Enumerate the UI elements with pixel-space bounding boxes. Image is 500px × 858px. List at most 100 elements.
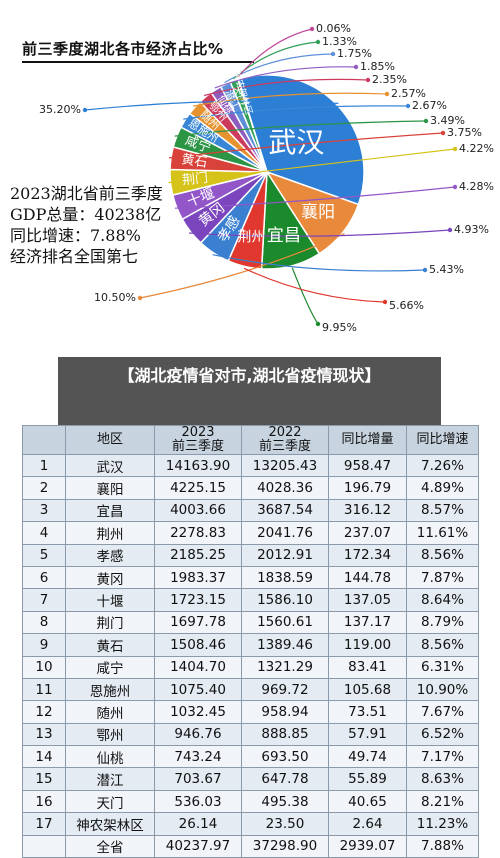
leader-dot-7 (452, 184, 458, 190)
pct-label-1: 35.20% (39, 103, 81, 116)
cell-yoy-increase: 57.91 (328, 722, 407, 747)
cell-2022: 1560.61 (241, 610, 329, 635)
cell-2023: 4225.15 (154, 476, 242, 500)
leader-line-16 (233, 41, 319, 80)
cell-2023: 14163.90 (154, 453, 242, 478)
cell-yoy-growth: 10.90% (406, 677, 479, 702)
cell-index: 16 (22, 789, 66, 814)
header-2022: 2022 前三季度 (241, 425, 329, 455)
cell-2022: 958.94 (241, 700, 329, 724)
slice-label-4: 荆州 (237, 230, 265, 246)
pct-label-4: 5.66% (389, 299, 424, 312)
leader-line-4 (243, 267, 386, 303)
cell-2022: 37298.90 (241, 834, 329, 858)
cell-2022: 4028.36 (241, 476, 329, 500)
cell-region: 荆州 (65, 521, 155, 545)
cell-index: 6 (22, 565, 66, 590)
pct-label-8: 4.22% (459, 142, 494, 155)
table-row: 10 咸宁 1404.70 1321.29 83.41 6.31% (22, 655, 479, 679)
cell-2022: 647.78 (241, 767, 329, 791)
leader-dot-10 (423, 118, 429, 124)
cell-region: 黄石 (65, 633, 155, 657)
pct-label-2: 10.50% (94, 291, 136, 304)
header-2023-period: 前三季度 (171, 439, 224, 454)
cell-yoy-growth: 6.31% (406, 655, 479, 679)
leader-dot-5 (422, 267, 428, 273)
cell-yoy-growth: 7.26% (406, 453, 479, 478)
info-line-4: 经济排名全国第七 (10, 247, 139, 266)
cell-index: 17 (22, 812, 66, 836)
cell-index: 12 (22, 700, 66, 724)
header-2023: 2023 前三季度 (154, 425, 242, 455)
cell-2023: 1404.70 (154, 655, 242, 679)
table-row: 9 黄石 1508.46 1389.46 119.00 8.56% (22, 633, 479, 657)
cell-yoy-increase: 55.89 (328, 767, 407, 791)
cell-region: 十堰 (65, 588, 155, 612)
cell-region: 全省 (65, 834, 155, 858)
table-row: 16 天门 536.03 495.38 40.65 8.21% (22, 789, 479, 814)
header-2022-period: 前三季度 (258, 439, 311, 454)
cell-2023: 2185.25 (154, 543, 242, 567)
table-row: 11 恩施州 1075.40 969.72 105.68 10.90% (22, 677, 479, 702)
cell-yoy-increase: 196.79 (328, 476, 407, 500)
cell-index: 2 (22, 476, 66, 500)
leader-line-11 (183, 105, 409, 120)
leader-line-17 (237, 28, 313, 78)
cell-2022: 23.50 (241, 812, 329, 836)
leader-dot-14 (353, 64, 359, 70)
cell-2023: 703.67 (154, 767, 242, 791)
cell-2022: 888.85 (241, 722, 329, 747)
leader-dot-4 (382, 299, 388, 305)
pie-slice-1 (237, 74, 365, 206)
leader-line-6 (188, 229, 451, 237)
cell-yoy-growth: 8.56% (406, 633, 479, 657)
cell-region: 黄冈 (65, 565, 155, 590)
gdp-table: 地区 2023 前三季度 2022 前三季度 同比增量 同比增速 1 武汉 1416… (22, 425, 479, 858)
info-line-3: 同比增速：7.88% (10, 226, 141, 245)
leader-line-13 (204, 78, 369, 97)
cell-yoy-growth: 8.56% (406, 543, 479, 567)
cell-yoy-growth: 8.21% (406, 789, 479, 814)
leader-dot-2 (137, 295, 143, 301)
cell-yoy-increase: 172.34 (328, 543, 407, 567)
cell-region: 荆门 (65, 610, 155, 635)
cell-yoy-growth: 8.57% (406, 498, 479, 523)
leader-dot-16 (315, 39, 321, 45)
cell-yoy-increase: 119.00 (328, 633, 407, 657)
pct-label-17: 0.06% (316, 22, 351, 35)
cell-region: 咸宁 (65, 655, 155, 679)
info-line-2: GDP总量：40238亿 (10, 205, 162, 224)
cell-2022: 2012.91 (241, 543, 329, 567)
leader-dot-3 (315, 321, 321, 327)
table-row: 2 襄阳 4225.15 4028.36 196.79 4.89% (22, 476, 479, 500)
cell-2023: 1723.15 (154, 588, 242, 612)
cell-yoy-increase: 137.17 (328, 610, 407, 635)
pct-label-5: 5.43% (429, 263, 464, 276)
leader-line-10 (174, 120, 427, 137)
cell-yoy-increase: 2939.07 (328, 834, 407, 858)
leader-line-12 (192, 92, 388, 107)
cell-2023: 26.14 (154, 812, 242, 836)
cell-2022: 3687.54 (241, 498, 329, 523)
cell-region: 神农架林区 (65, 812, 155, 836)
table-row: 6 黄冈 1983.37 1838.59 144.78 7.87% (22, 565, 479, 590)
table-row: 4 荆州 2278.83 2041.76 237.07 11.61% (22, 521, 479, 545)
leader-dot-1 (82, 107, 88, 113)
pct-label-15: 1.75% (337, 47, 372, 60)
cell-2022: 1838.59 (241, 565, 329, 590)
cell-region: 襄阳 (65, 476, 155, 500)
leader-dot-15 (330, 51, 336, 57)
cell-2022: 13205.43 (241, 453, 329, 478)
leader-line-7 (174, 186, 456, 209)
pct-label-3: 9.95% (322, 321, 357, 334)
table-row: 13 鄂州 946.76 888.85 57.91 6.52% (22, 722, 479, 747)
table-row: 全省 40237.97 37298.90 2939.07 7.88% (22, 834, 479, 858)
cell-index: 5 (22, 543, 66, 567)
cell-yoy-increase: 237.07 (328, 521, 407, 545)
info-line-1: 2023湖北省前三季度 (10, 184, 163, 203)
pct-label-7: 4.28% (459, 180, 494, 193)
cell-region: 天门 (65, 789, 155, 814)
table-row: 3 宜昌 4003.66 3687.54 316.12 8.57% (22, 498, 479, 523)
cell-yoy-growth: 7.88% (406, 834, 479, 858)
cell-2022: 2041.76 (241, 521, 329, 545)
